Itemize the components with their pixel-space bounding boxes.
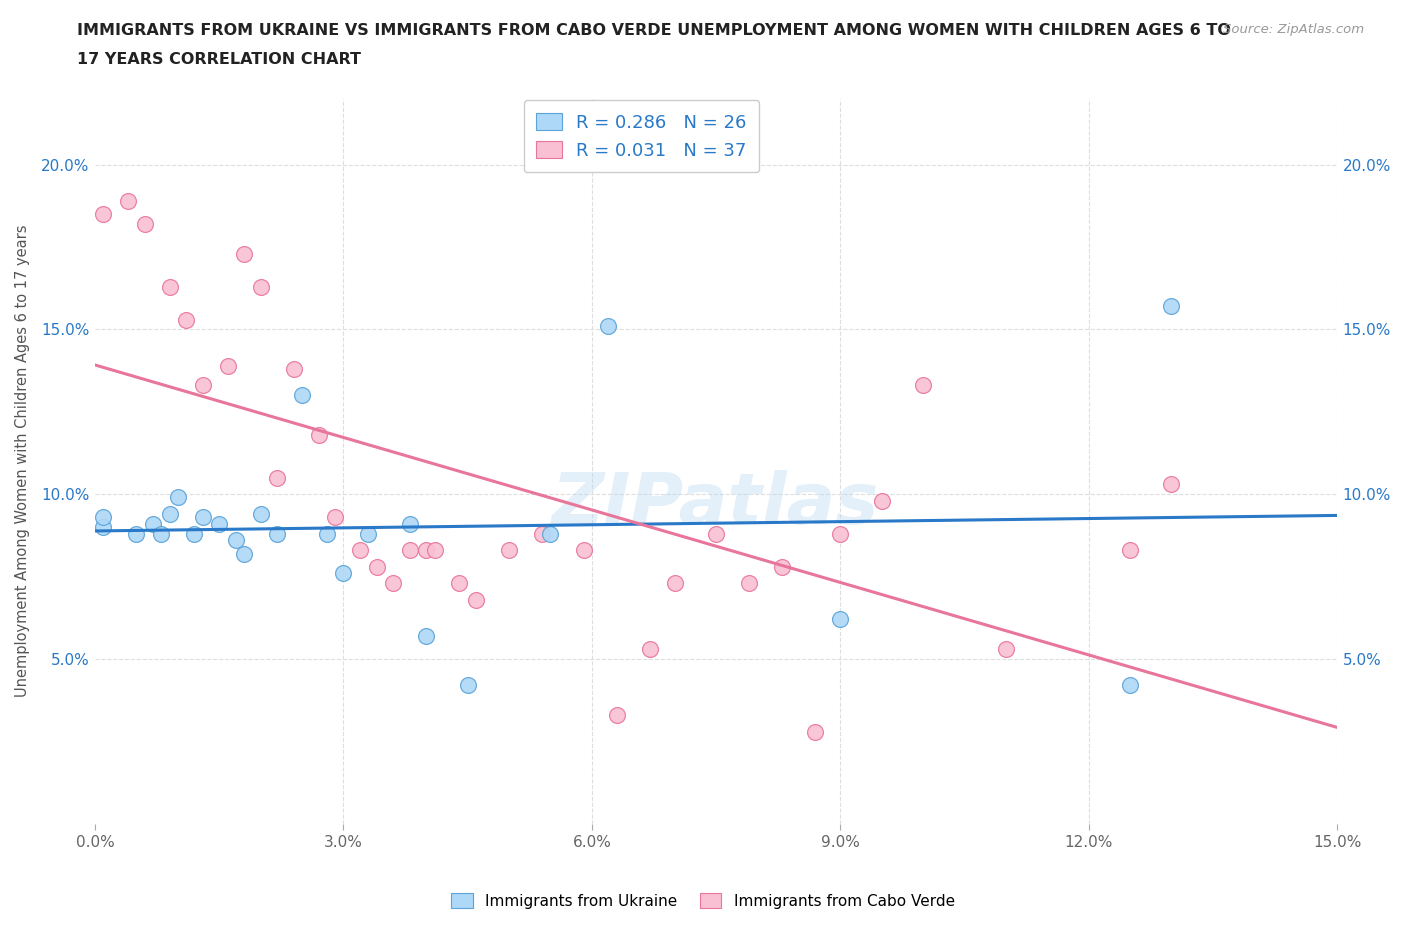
Point bbox=[398, 516, 420, 531]
Point bbox=[398, 543, 420, 558]
Point bbox=[357, 526, 380, 541]
Point bbox=[233, 546, 256, 561]
Point bbox=[233, 246, 256, 261]
Point bbox=[283, 362, 305, 377]
Legend: R = 0.286   N = 26, R = 0.031   N = 37: R = 0.286 N = 26, R = 0.031 N = 37 bbox=[524, 100, 759, 172]
Point bbox=[912, 378, 935, 392]
Point bbox=[738, 576, 761, 591]
Point bbox=[382, 576, 405, 591]
Point bbox=[183, 526, 205, 541]
Point bbox=[308, 428, 330, 443]
Point bbox=[415, 629, 437, 644]
Point bbox=[366, 559, 388, 574]
Point bbox=[349, 543, 371, 558]
Point bbox=[332, 565, 354, 580]
Point bbox=[638, 642, 661, 657]
Point bbox=[1160, 299, 1182, 313]
Point bbox=[191, 378, 214, 392]
Legend: Immigrants from Ukraine, Immigrants from Cabo Verde: Immigrants from Ukraine, Immigrants from… bbox=[446, 887, 960, 915]
Point bbox=[323, 510, 346, 525]
Point bbox=[449, 576, 471, 591]
Point bbox=[208, 516, 231, 531]
Point bbox=[174, 312, 197, 327]
Point bbox=[125, 526, 148, 541]
Point bbox=[91, 510, 114, 525]
Point bbox=[134, 217, 156, 232]
Point bbox=[830, 612, 852, 627]
Point bbox=[531, 526, 554, 541]
Point bbox=[150, 526, 173, 541]
Point bbox=[91, 520, 114, 535]
Point bbox=[664, 576, 686, 591]
Point bbox=[870, 493, 893, 508]
Point bbox=[704, 526, 727, 541]
Point bbox=[315, 526, 337, 541]
Point bbox=[266, 471, 288, 485]
Point bbox=[117, 193, 139, 208]
Point bbox=[191, 510, 214, 525]
Point bbox=[217, 358, 239, 373]
Point bbox=[606, 708, 628, 723]
Point bbox=[249, 279, 271, 294]
Text: 17 YEARS CORRELATION CHART: 17 YEARS CORRELATION CHART bbox=[77, 52, 361, 67]
Point bbox=[423, 543, 446, 558]
Text: ZIPatlas: ZIPatlas bbox=[553, 471, 880, 539]
Text: IMMIGRANTS FROM UKRAINE VS IMMIGRANTS FROM CABO VERDE UNEMPLOYMENT AMONG WOMEN W: IMMIGRANTS FROM UKRAINE VS IMMIGRANTS FR… bbox=[77, 23, 1232, 38]
Point bbox=[540, 526, 562, 541]
Point bbox=[142, 516, 165, 531]
Point bbox=[91, 206, 114, 221]
Point bbox=[994, 642, 1017, 657]
Point bbox=[498, 543, 520, 558]
Point bbox=[572, 543, 595, 558]
Point bbox=[1119, 543, 1142, 558]
Point bbox=[249, 507, 271, 522]
Point bbox=[225, 533, 247, 548]
Point bbox=[464, 592, 486, 607]
Point bbox=[166, 490, 188, 505]
Point bbox=[1160, 477, 1182, 492]
Point bbox=[457, 678, 479, 693]
Text: Source: ZipAtlas.com: Source: ZipAtlas.com bbox=[1223, 23, 1364, 36]
Y-axis label: Unemployment Among Women with Children Ages 6 to 17 years: Unemployment Among Women with Children A… bbox=[15, 225, 30, 698]
Point bbox=[159, 279, 181, 294]
Point bbox=[159, 507, 181, 522]
Point bbox=[830, 526, 852, 541]
Point bbox=[598, 319, 620, 334]
Point bbox=[415, 543, 437, 558]
Point bbox=[1119, 678, 1142, 693]
Point bbox=[266, 526, 288, 541]
Point bbox=[770, 559, 793, 574]
Point bbox=[291, 388, 314, 403]
Point bbox=[804, 724, 827, 739]
